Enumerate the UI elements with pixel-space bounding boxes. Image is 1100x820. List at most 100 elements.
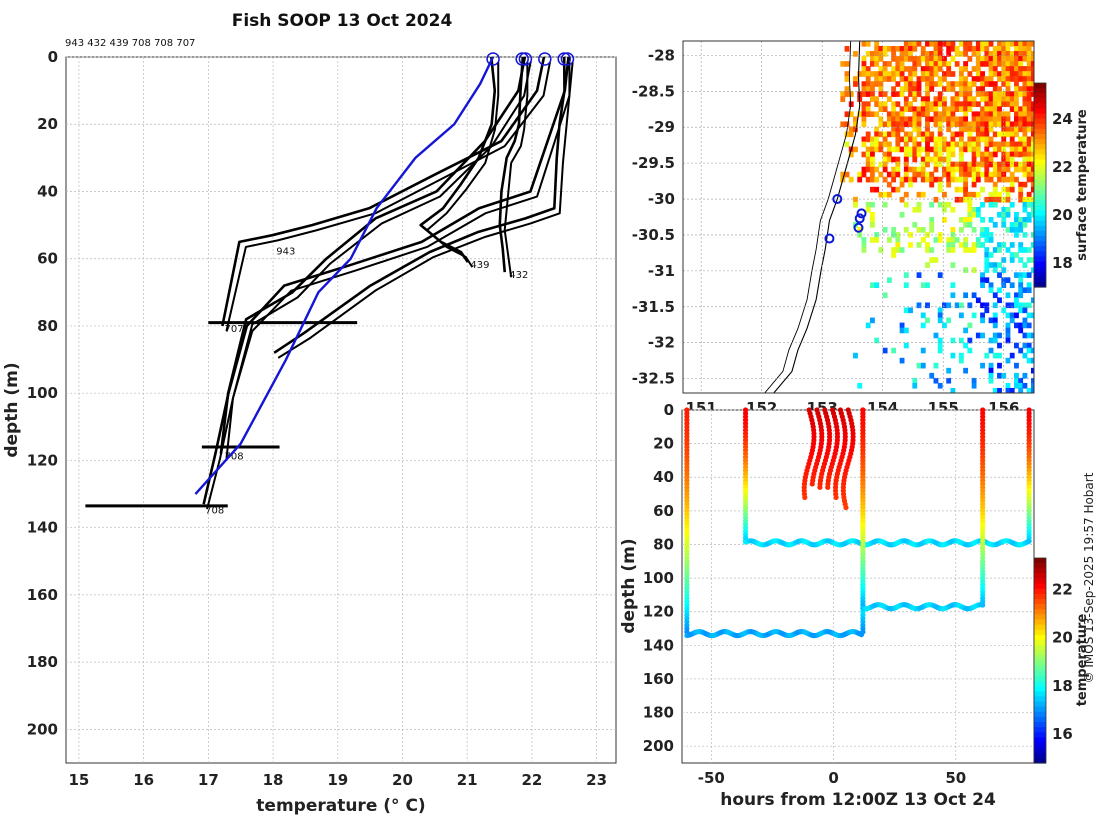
sst-pixel [903,76,909,82]
sst-pixel [946,81,952,87]
sst-pixel [975,136,981,143]
sst-pixel [975,161,981,168]
sst-pixel [861,56,867,62]
sst-pixel [895,111,901,118]
sst-pixel [980,111,985,118]
sst-pixel [878,106,884,112]
sst-pixel [1009,101,1015,107]
sst-pixel [1009,91,1015,97]
sst-pixel [891,51,897,57]
sst-pixel [903,146,909,153]
sst-pixel [997,287,1002,294]
sst-pixel [895,116,901,123]
sst-pixel [1022,121,1028,128]
sst-pixel [916,91,922,97]
sst-pixel [975,171,981,178]
sst-pixel [903,41,909,47]
sst-pixel [882,191,888,198]
sst-pixel [1030,347,1034,354]
sst-pixel [874,81,880,87]
temp-colorbar-tick-label: 22 [1052,580,1073,598]
sst-pixel [1014,61,1019,67]
sst-pixel [1009,252,1015,258]
sst-colorbar-segment [1034,93,1046,99]
sst-pixel [925,176,930,183]
sst-pixel [958,227,964,233]
sst-pixel [1005,161,1011,168]
profile-surface-marker [557,52,571,66]
sst-pixel [950,282,956,288]
sst-pixel [908,121,913,128]
climatology-line [194,56,495,495]
sst-pixel [967,347,973,354]
sst-colorbar-segment [1034,190,1046,196]
sst-pixel [1014,111,1019,118]
sst-pixel [984,56,990,62]
sst-pixel [950,176,956,183]
sst-pixel [869,91,875,97]
temp-colorbar-segment [1034,675,1046,682]
sst-pixel [1009,227,1015,233]
sst-pixel [882,101,888,107]
sst-pixel [954,186,960,193]
sst-colorbar-segment [1034,271,1046,278]
sst-pixel [958,337,964,344]
sst-pixel [1022,332,1028,339]
sst-pixel [1026,287,1032,294]
map-axis-ticks: 151 152 153 154 155 156-28-28.5-29-29.5-30-30… [632,46,1020,417]
sst-pixel [886,237,892,243]
sst-pixel [886,76,892,82]
sst-pixel [1005,206,1011,213]
depth-time-frame [681,409,1035,764]
sst-pixel [937,136,943,143]
trace-point [1026,538,1032,545]
sst-pixel [992,186,998,193]
sst-pixel [984,247,990,253]
sst-pixel [992,322,998,329]
sst-pixel [891,111,897,118]
sst-pixel [1022,81,1028,87]
sst-pixel [942,41,947,47]
profile-line [419,56,497,263]
sst-colorbar-label: surface temperature [1075,109,1090,261]
sst-pixel [971,181,977,188]
sst-pixel [1014,41,1019,47]
sst-pixel [861,237,867,243]
sst-pixel [908,242,913,248]
sst-pixel [840,61,846,67]
sst-pixel [963,86,969,92]
sst-pixel [980,136,985,143]
sst-pixel [925,131,930,138]
map-y-tick-label: -30 [648,190,675,208]
dt-y-tick-label: 0 [664,401,674,419]
dt-y-tick-label: 60 [653,502,674,520]
sst-pixel [950,116,956,123]
sst-pixel [912,116,918,123]
profile-x-tick-label: 16 [133,771,154,789]
sst-pixel [929,101,935,107]
sst-pixel [1018,181,1024,188]
sst-pixel [958,121,964,128]
sst-pixel [861,242,867,248]
sst-pixel [861,101,867,107]
sst-colorbar-tick-label: 18 [1052,254,1073,272]
sst-pixel [916,206,922,213]
sst-pixel [946,86,952,92]
sst-pixel [988,171,994,178]
sst-pixel [1001,222,1007,228]
sst-pixel [937,141,943,148]
sst-pixel [929,131,935,138]
temp-colorbar-segment [1034,619,1046,626]
sst-pixel [1005,382,1011,389]
sst-pixel [920,312,926,319]
trace-point [858,632,865,638]
sst-pixel [997,297,1002,304]
sst-pixel [1030,257,1034,263]
sst-pixel [878,141,884,148]
sst-pixel [950,206,956,213]
sst-colorbar-segment [1034,169,1046,176]
sst-pixel [861,247,867,253]
sst-pixel [1005,56,1011,62]
sst-pixel [971,247,977,253]
sst-pixel [895,71,901,77]
